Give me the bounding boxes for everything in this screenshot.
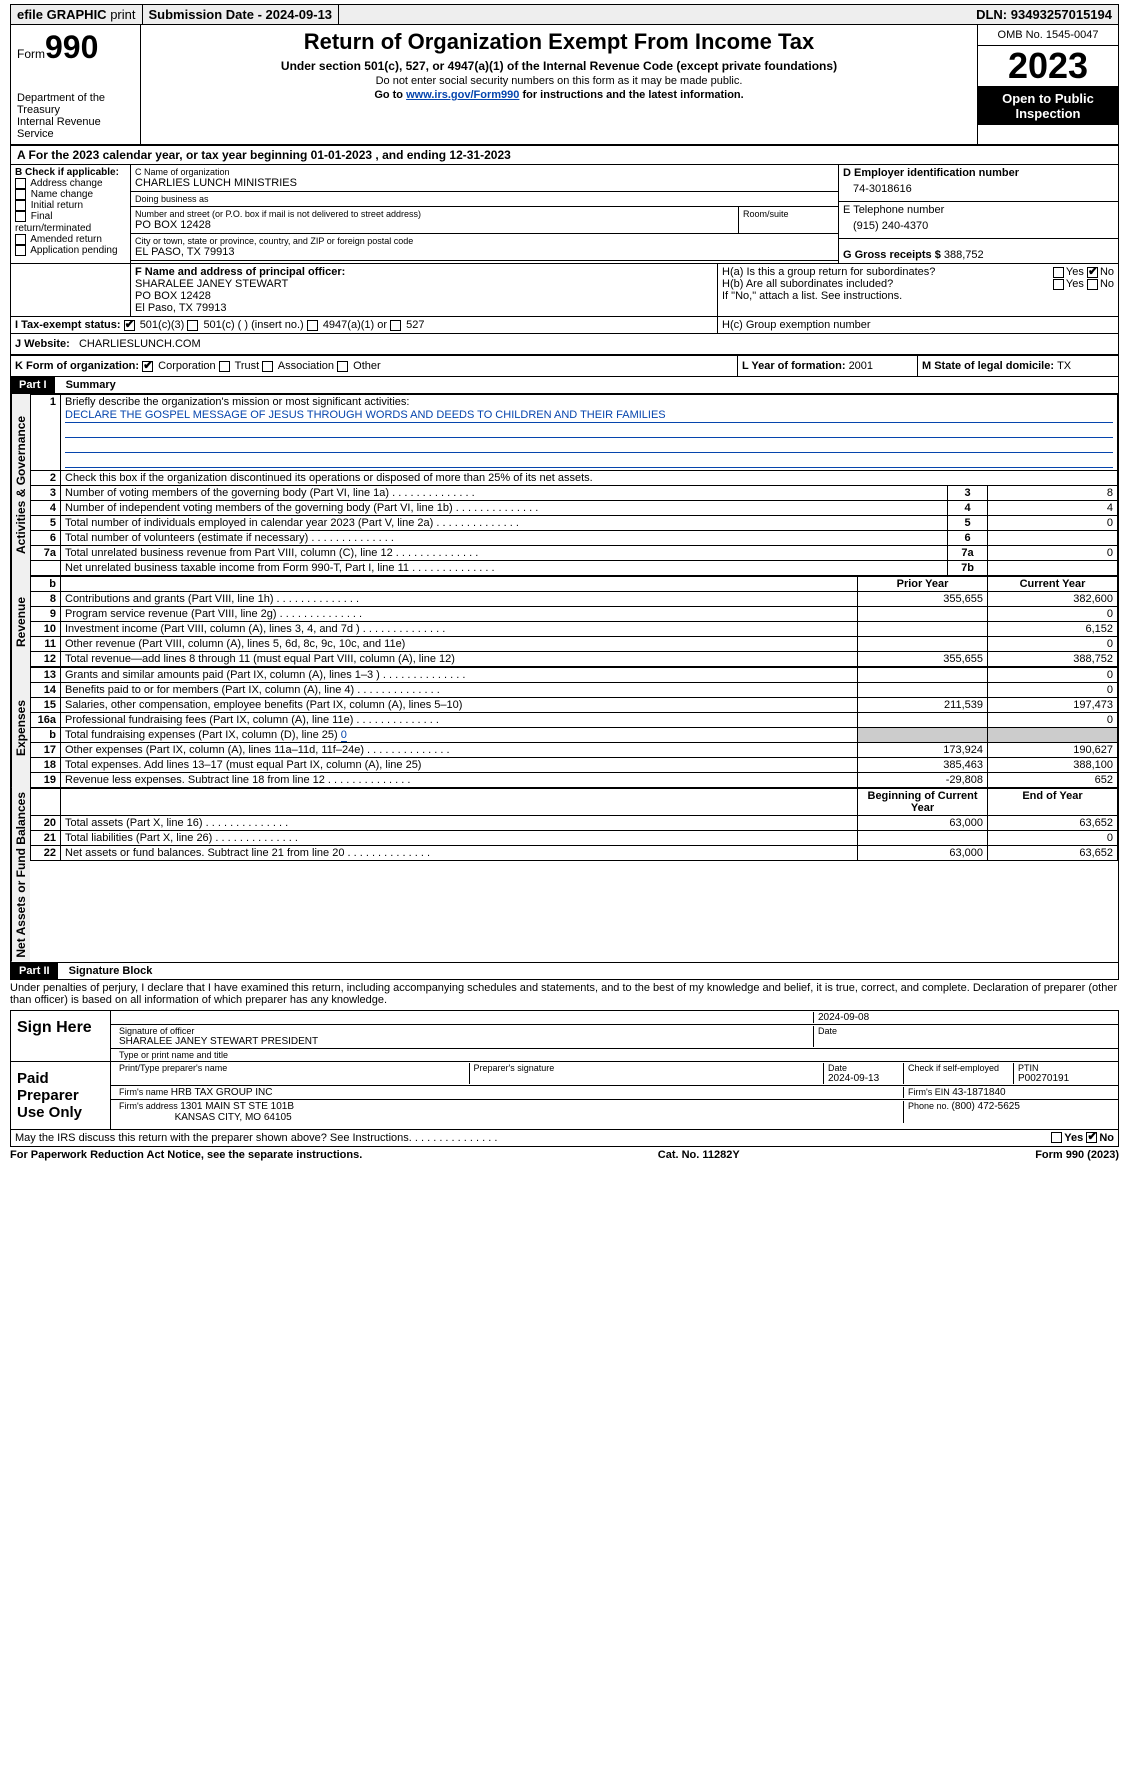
name-change-checkbox[interactable] [15, 189, 26, 200]
expenses-table: 13Grants and similar amounts paid (Part … [30, 667, 1118, 788]
final-return-checkbox[interactable] [15, 211, 26, 222]
submission-date: Submission Date - 2024-09-13 [143, 5, 340, 24]
city-field: City or town, state or province, country… [131, 234, 838, 261]
tax-year: 2023 [978, 46, 1118, 87]
form-title: Return of Organization Exempt From Incom… [147, 29, 971, 55]
527-checkbox[interactable] [390, 320, 401, 331]
state-domicile: M State of legal domicile: TX [918, 356, 1118, 376]
revenue-table: bPrior YearCurrent Year 8Contributions a… [30, 576, 1118, 667]
discuss-row: May the IRS discuss this return with the… [10, 1130, 1119, 1147]
page-footer: For Paperwork Reduction Act Notice, see … [10, 1147, 1119, 1163]
net-assets-table: Beginning of Current YearEnd of Year 20T… [30, 788, 1118, 861]
amended-return-checkbox[interactable] [15, 234, 26, 245]
discuss-yes-checkbox[interactable] [1051, 1132, 1062, 1143]
tax-exempt-status: I Tax-exempt status: 501(c)(3) 501(c) ( … [11, 317, 718, 333]
toolbar: efile GRAPHIC print Submission Date - 20… [10, 4, 1119, 25]
hb-yes-checkbox[interactable] [1053, 279, 1064, 290]
rev-section-label: Revenue [11, 576, 30, 667]
perjury-statement: Under penalties of perjury, I declare th… [10, 980, 1119, 1008]
signature-block: Sign Here 2024-09-08 Signature of office… [10, 1010, 1119, 1130]
net-section-label: Net Assets or Fund Balances [11, 788, 30, 962]
initial-return-checkbox[interactable] [15, 200, 26, 211]
form-of-org: K Form of organization: Corporation Trus… [11, 356, 738, 376]
officer-field: F Name and address of principal officer:… [131, 264, 718, 316]
box-h: H(a) Is this a group return for subordin… [718, 264, 1118, 316]
room-field: Room/suite [738, 207, 838, 234]
omb-number: OMB No. 1545-0047 [978, 25, 1118, 46]
phone-field: E Telephone number (915) 240-4370 [839, 202, 1118, 239]
gross-receipts: G Gross receipts $ 388,752 [839, 239, 1118, 264]
efile-button[interactable]: efile GRAPHIC print [11, 5, 143, 24]
org-name-field: C Name of organization CHARLIES LUNCH MI… [131, 165, 838, 192]
address-change-checkbox[interactable] [15, 178, 26, 189]
governance-table: 1 Briefly describe the organization's mi… [30, 394, 1118, 576]
4947-checkbox[interactable] [307, 320, 318, 331]
tax-period: A For the 2023 calendar year, or tax yea… [10, 146, 1119, 165]
dba-field: Doing business as [131, 192, 838, 207]
corp-checkbox[interactable] [142, 361, 153, 372]
form-header: Form990 Department of the Treasury Inter… [10, 25, 1119, 146]
website-field: J Website: CHARLIESLUNCH.COM [11, 334, 1118, 354]
trust-checkbox[interactable] [219, 361, 230, 372]
inspection-badge: Open to Public Inspection [978, 87, 1118, 125]
other-checkbox[interactable] [337, 361, 348, 372]
group-exemption: H(c) Group exemption number [718, 317, 1118, 333]
street-field: Number and street (or P.O. box if mail i… [131, 207, 738, 234]
gov-section-label: Activities & Governance [11, 394, 30, 576]
discuss-no-checkbox[interactable] [1086, 1132, 1097, 1143]
part2-header: Part II [11, 963, 58, 979]
ein-field: D Employer identification number 74-3018… [839, 165, 1118, 202]
application-pending-checkbox[interactable] [15, 245, 26, 256]
box-b: B Check if applicable: Address change Na… [11, 165, 131, 264]
501c-checkbox[interactable] [187, 320, 198, 331]
hb-no-checkbox[interactable] [1087, 279, 1098, 290]
ha-no-checkbox[interactable] [1087, 267, 1098, 278]
irs-link[interactable]: www.irs.gov/Form990 [406, 89, 519, 101]
dln: DLN: 93493257015194 [970, 5, 1118, 24]
ha-yes-checkbox[interactable] [1053, 267, 1064, 278]
exp-section-label: Expenses [11, 667, 30, 788]
year-formation: L Year of formation: 2001 [738, 356, 918, 376]
501c3-checkbox[interactable] [124, 320, 135, 331]
assoc-checkbox[interactable] [262, 361, 273, 372]
part1-header: Part I [11, 377, 55, 393]
